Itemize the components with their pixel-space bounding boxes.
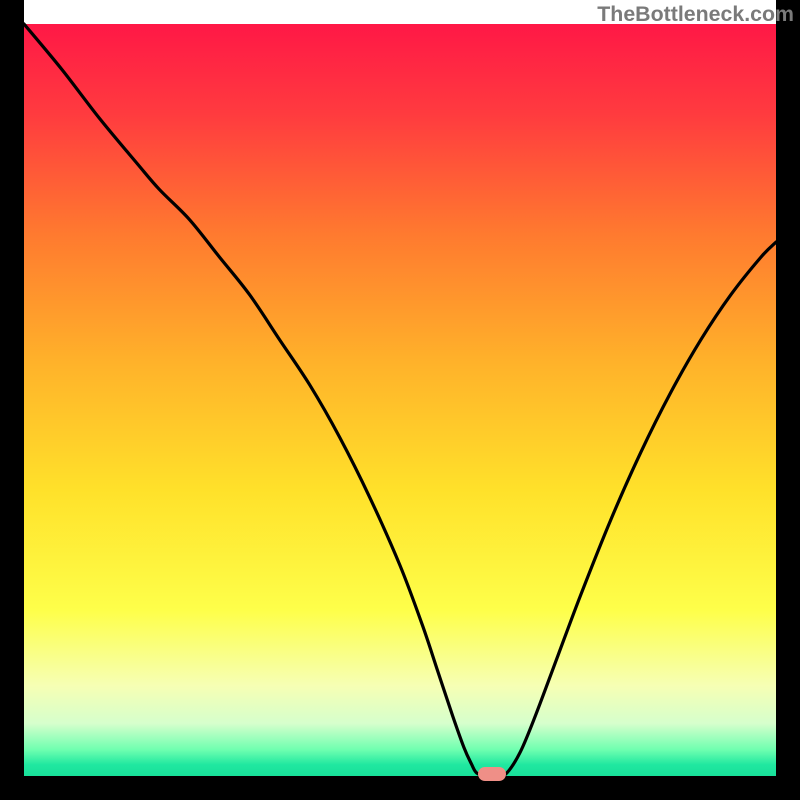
bottleneck-curve xyxy=(24,24,776,776)
optimal-point-marker xyxy=(478,767,506,781)
bottleneck-curve-svg xyxy=(0,0,800,800)
attribution-label: TheBottleneck.com xyxy=(597,2,794,27)
bottleneck-chart: TheBottleneck.com xyxy=(0,0,800,800)
